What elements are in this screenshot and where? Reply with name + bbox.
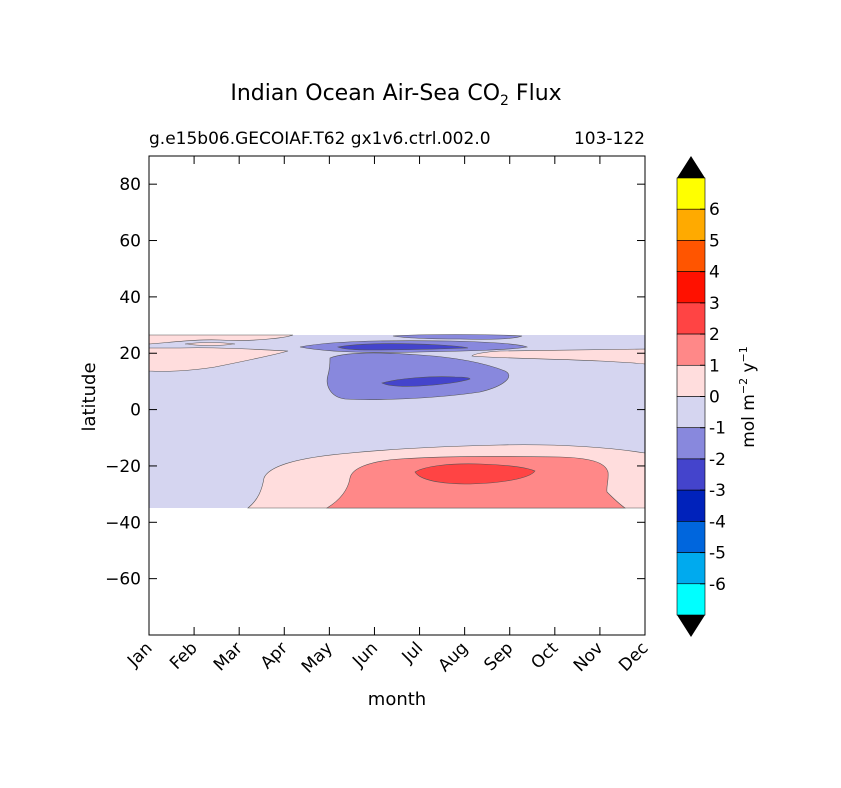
colorbar-label-exp2: −1 — [737, 346, 750, 362]
chart-title-main: Indian Ocean Air-Sea CO — [230, 81, 500, 106]
x-tick-label: Jun — [348, 638, 382, 672]
x-axis-label: month — [368, 689, 426, 710]
y-axis: 80 60 40 20 0 −20 −40 −60 — [105, 175, 645, 590]
region-north-positive-mini — [184, 342, 236, 346]
colorbar-extend-top — [677, 156, 705, 178]
x-tick-label: Nov — [570, 638, 608, 676]
colorbar: 6 5 4 3 2 1 0 -1 -2 -3 -4 -5 -6 — [676, 156, 726, 637]
colorbar-swatch — [676, 364, 706, 397]
x-tick-label: May — [298, 638, 337, 677]
x-tick-label: Jul — [398, 638, 427, 667]
colorbar-tick-label: 3 — [709, 294, 720, 314]
colorbar-tick-label: 4 — [709, 263, 720, 283]
colorbar-tick-label: 2 — [709, 325, 720, 345]
colorbar-swatch — [676, 458, 706, 491]
y-tick-label: 40 — [119, 288, 141, 308]
y-tick-label: −40 — [105, 513, 141, 533]
colorbar-swatch — [676, 396, 706, 429]
x-tick-label: Oct — [527, 638, 562, 673]
chart-title: Indian Ocean Air-Sea CO2 Flux — [230, 81, 561, 109]
colorbar-label-mid: y — [739, 362, 759, 377]
x-tick-label: Feb — [166, 638, 201, 673]
colorbar-tick-label: 1 — [709, 356, 720, 376]
colorbar-tick-label: -2 — [709, 450, 726, 470]
colorbar-tick-label: -5 — [709, 544, 726, 564]
x-tick-label: Mar — [210, 638, 247, 675]
x-tick-label: Apr — [257, 638, 292, 673]
x-tick-label: Aug — [435, 638, 473, 676]
colorbar-tick-label: -4 — [709, 512, 726, 532]
colorbar-swatch — [676, 177, 706, 210]
colorbar-label: mol m−2 y−1 — [737, 346, 759, 448]
region-north-neg2-top — [336, 343, 469, 351]
colorbar-swatch — [676, 521, 706, 553]
colorbar-swatch — [676, 208, 706, 241]
colorbar-swatch — [676, 240, 706, 272]
y-tick-label: 0 — [130, 401, 141, 421]
colorbar-extend-bottom — [677, 615, 705, 637]
region-north-neg2-lower — [381, 376, 471, 387]
plot-frame — [148, 155, 646, 636]
region-north-positive-strip — [148, 347, 289, 372]
colorbar-tick-label: -1 — [709, 419, 726, 439]
x-tick-label: Dec — [615, 638, 652, 675]
colorbar-swatch — [676, 552, 706, 585]
chart-subtitle-left: g.e15b06.GECOIAF.T62 gx1v6.ctrl.002.0 — [149, 129, 491, 149]
region-north-positive-left — [148, 334, 294, 345]
y-axis-label: latitude — [79, 362, 100, 431]
y-tick-label: 60 — [119, 232, 141, 252]
region-north-neg1-main — [326, 352, 510, 400]
y-tick-label: −60 — [105, 570, 141, 590]
x-tick-label: Sep — [480, 638, 517, 675]
colorbar-tick-label: 0 — [709, 388, 720, 408]
colorbar-label-exp1: −2 — [737, 378, 750, 394]
colorbar-tick-label: -6 — [709, 575, 726, 595]
y-tick-label: −20 — [105, 457, 141, 477]
colorbar-swatch — [676, 333, 706, 366]
y-tick-label: 80 — [119, 175, 141, 195]
region-north-neg1-top — [392, 334, 523, 340]
colorbar-tick-label: -3 — [709, 481, 726, 501]
chart-subtitle-right: 103-122 — [574, 129, 645, 149]
region-north-positive-right — [471, 348, 646, 365]
x-tick-label: Jan — [123, 638, 156, 671]
colorbar-swatch — [676, 271, 706, 304]
colorbar-swatch — [676, 489, 706, 522]
chart-title-suffix: Flux — [509, 81, 562, 106]
region-south-pos3 — [414, 463, 536, 485]
chart-title-subscript: 2 — [500, 93, 509, 109]
colorbar-tick-label: 6 — [709, 200, 720, 220]
y-tick-label: 20 — [119, 344, 141, 364]
plot-area — [148, 155, 646, 636]
colorbar-label-main: mol m — [739, 394, 759, 448]
colorbar-swatch — [676, 302, 706, 335]
colorbar-tick-label: 5 — [709, 231, 720, 251]
colorbar-swatch — [676, 427, 706, 460]
colorbar-swatch — [676, 583, 706, 616]
